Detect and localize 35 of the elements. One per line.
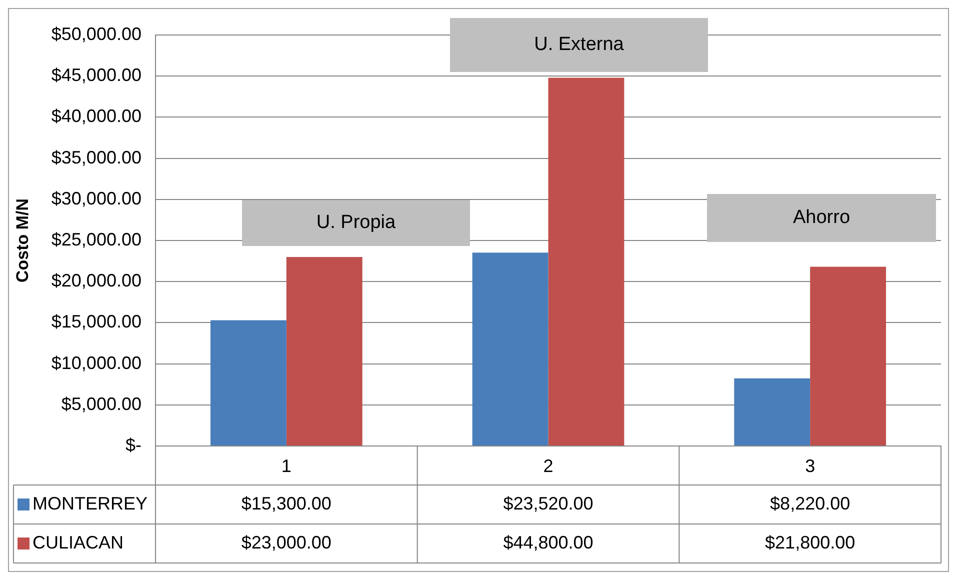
label-box: Ahorro [707,194,936,242]
bar [810,266,886,446]
annotation: U. Propia [316,212,396,234]
label-box: U. Externa [450,18,708,72]
x-tick-label: 3 [805,456,816,476]
bar [734,378,810,446]
data-label: $21,800.00 [765,532,856,552]
legend-label: CULIACAN [32,532,124,552]
bar [548,78,624,446]
bar [286,256,362,446]
y-tick-label: $40,000.00 [51,106,142,126]
legend-label: MONTERREY [32,493,148,514]
bar [210,320,286,446]
y-tick-label: $20,000.00 [51,270,142,291]
y-tick-label: $25,000.00 [51,229,142,250]
y-tick-label: $10,000.00 [51,352,142,373]
data-label: $15,300.00 [241,493,332,514]
y-tick-label: $- [125,434,142,455]
annotation: U. Externa [534,34,624,56]
y-tick-label: $15,000.00 [51,312,142,332]
x-tick-label: 2 [543,456,554,476]
y-tick-label: $35,000.00 [51,147,142,168]
data-label: $8,220.00 [770,493,850,514]
y-tick-label: $50,000.00 [51,24,142,44]
label-box: U. Propia [242,200,470,246]
data-label: $23,520.00 [503,493,594,514]
data-label: $23,000.00 [241,532,332,552]
y-tick-label: $5,000.00 [61,394,142,414]
y-tick-label: $45,000.00 [51,65,142,86]
y-tick-label: $30,000.00 [51,188,142,208]
data-label: $44,800.00 [503,532,594,552]
x-tick-label: 1 [281,456,292,476]
y-axis-title: Costo M/N [12,198,32,283]
bar [472,252,548,446]
annotation: Ahorro [792,207,850,229]
